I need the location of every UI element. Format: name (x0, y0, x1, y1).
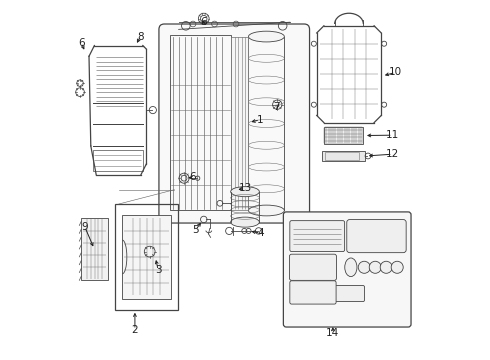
Bar (170, 35, 231, 211)
Text: 1: 1 (257, 115, 263, 125)
Ellipse shape (345, 258, 357, 276)
Text: 2: 2 (132, 325, 138, 335)
Text: 8: 8 (137, 32, 144, 41)
FancyBboxPatch shape (290, 221, 344, 252)
Text: 6: 6 (78, 38, 84, 48)
FancyBboxPatch shape (290, 281, 336, 304)
Circle shape (358, 261, 370, 273)
Bar (322, 150, 365, 161)
Ellipse shape (231, 217, 259, 227)
Ellipse shape (231, 186, 259, 197)
FancyBboxPatch shape (159, 24, 310, 223)
FancyBboxPatch shape (290, 254, 337, 280)
Text: 13: 13 (238, 183, 252, 193)
Text: 9: 9 (81, 222, 88, 231)
FancyBboxPatch shape (283, 212, 411, 327)
Ellipse shape (248, 31, 284, 42)
FancyBboxPatch shape (347, 220, 406, 253)
Text: 6: 6 (200, 17, 207, 27)
Text: 14: 14 (326, 328, 340, 338)
Text: 7: 7 (273, 102, 280, 112)
Text: 3: 3 (155, 265, 162, 275)
Circle shape (380, 261, 392, 273)
Bar (81, 218, 108, 280)
Text: 6: 6 (189, 172, 196, 183)
Circle shape (391, 261, 403, 273)
Bar (93, 149, 143, 171)
Bar (115, 204, 178, 310)
Bar (324, 127, 364, 144)
Text: 10: 10 (389, 67, 402, 77)
FancyBboxPatch shape (331, 285, 365, 302)
Ellipse shape (248, 205, 284, 216)
Text: 4: 4 (257, 228, 264, 238)
Bar (325, 152, 359, 159)
Circle shape (369, 261, 381, 273)
Text: 11: 11 (386, 130, 399, 140)
Text: 12: 12 (386, 149, 399, 159)
Text: 5: 5 (192, 225, 199, 235)
Bar (122, 215, 171, 299)
Bar (231, 37, 248, 211)
